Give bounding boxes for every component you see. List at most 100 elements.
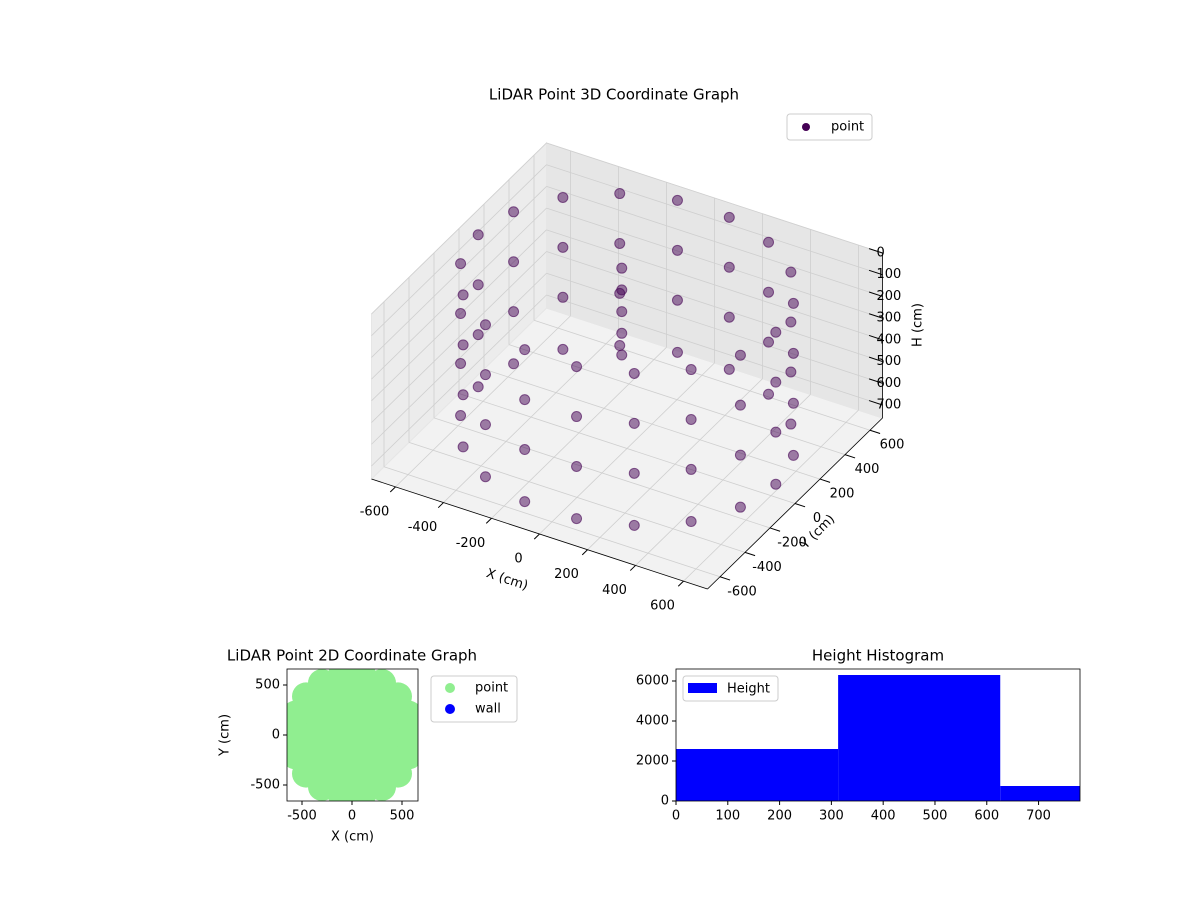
tick-mark bbox=[533, 533, 540, 540]
point bbox=[479, 319, 491, 331]
point bbox=[723, 211, 735, 223]
point bbox=[616, 327, 628, 339]
grid-line bbox=[371, 142, 547, 315]
point bbox=[785, 266, 797, 278]
grid-line bbox=[546, 207, 883, 319]
point bbox=[616, 349, 628, 361]
point bbox=[455, 308, 467, 320]
axes-frame bbox=[675, 668, 1081, 802]
point bbox=[557, 343, 569, 355]
point bbox=[734, 501, 746, 513]
point bbox=[571, 361, 583, 373]
grid-line bbox=[533, 319, 871, 431]
point bbox=[787, 297, 799, 309]
legend-label: wall bbox=[475, 702, 501, 717]
point bbox=[287, 721, 306, 749]
legend-label: point bbox=[475, 681, 508, 696]
grid-line bbox=[546, 164, 883, 276]
point bbox=[734, 399, 746, 411]
x-tick-label: 700 bbox=[1026, 809, 1051, 824]
z-tick-label: 500 bbox=[877, 354, 902, 369]
point bbox=[519, 394, 531, 406]
x-tick-label: -500 bbox=[287, 809, 317, 824]
y-tick-label: 200 bbox=[830, 487, 855, 502]
legend-box bbox=[786, 113, 873, 141]
legend-box bbox=[682, 675, 779, 702]
z-tick-label: 700 bbox=[877, 397, 902, 412]
x-tick-label: 0 bbox=[348, 809, 356, 824]
point bbox=[614, 340, 626, 352]
point bbox=[787, 347, 799, 359]
grid-line bbox=[458, 393, 796, 504]
tick-mark bbox=[389, 486, 396, 493]
y-tick-label: -600 bbox=[727, 584, 757, 599]
y-axis-label: Y (cm) bbox=[218, 714, 233, 757]
grid-line bbox=[546, 229, 883, 341]
grid-line bbox=[383, 466, 721, 578]
x-tick-label: 200 bbox=[767, 809, 792, 824]
point bbox=[723, 363, 735, 375]
bar bbox=[838, 675, 1001, 801]
legend-marker bbox=[445, 683, 455, 693]
tick-mark bbox=[794, 503, 806, 508]
y-tick-label: 0 bbox=[661, 794, 669, 809]
x-tick-label: 600 bbox=[650, 599, 675, 614]
point bbox=[723, 261, 735, 273]
point bbox=[614, 237, 626, 249]
point bbox=[770, 478, 782, 490]
point bbox=[685, 364, 697, 376]
point bbox=[763, 336, 775, 348]
point bbox=[472, 229, 484, 241]
point bbox=[763, 286, 775, 298]
y-tick-label: -400 bbox=[752, 560, 782, 575]
point bbox=[457, 289, 469, 301]
point bbox=[763, 388, 775, 400]
y-tick-label: -500 bbox=[250, 778, 280, 793]
point bbox=[571, 513, 583, 525]
point bbox=[614, 188, 626, 200]
point bbox=[472, 381, 484, 393]
grid-line bbox=[433, 417, 771, 529]
x-tick-label: -400 bbox=[408, 520, 438, 535]
tick-mark bbox=[868, 291, 883, 297]
point bbox=[785, 366, 797, 378]
legend-marker bbox=[445, 704, 455, 714]
x-tick-label: 0 bbox=[672, 809, 680, 824]
point bbox=[519, 444, 531, 456]
point bbox=[685, 516, 697, 528]
grid-line bbox=[508, 344, 846, 456]
tick-mark bbox=[868, 248, 883, 254]
tick-mark bbox=[719, 576, 731, 581]
grid-line bbox=[371, 251, 547, 423]
y-tick-label: 2000 bbox=[636, 754, 669, 769]
bar bbox=[676, 749, 839, 801]
point bbox=[457, 441, 469, 453]
point bbox=[508, 256, 520, 268]
x-tick-label: 500 bbox=[390, 809, 415, 824]
point bbox=[508, 358, 520, 370]
point bbox=[455, 258, 467, 270]
chart-title: LiDAR Point 3D Coordinate Graph bbox=[489, 86, 739, 104]
point bbox=[671, 244, 683, 256]
z-tick-label: 200 bbox=[877, 289, 902, 304]
x-axis-label: X (cm) bbox=[331, 830, 374, 845]
point bbox=[472, 329, 484, 341]
z-tick-label: 100 bbox=[877, 267, 902, 282]
plot-area bbox=[287, 669, 418, 801]
bar bbox=[1000, 786, 1080, 801]
x-tick-label: -600 bbox=[360, 504, 390, 519]
z-tick-label: 300 bbox=[877, 311, 902, 326]
tick-mark bbox=[868, 269, 883, 276]
x-tick-label: 100 bbox=[715, 809, 740, 824]
x-tick-label: 600 bbox=[974, 809, 999, 824]
point bbox=[455, 410, 467, 422]
tick-mark bbox=[868, 400, 883, 406]
x-tick-label: 500 bbox=[923, 809, 948, 824]
legend-label: Height bbox=[727, 682, 770, 697]
axis-line bbox=[707, 417, 883, 590]
tick-mark bbox=[844, 454, 856, 459]
point bbox=[457, 339, 469, 351]
point bbox=[671, 346, 683, 358]
point bbox=[628, 417, 640, 429]
